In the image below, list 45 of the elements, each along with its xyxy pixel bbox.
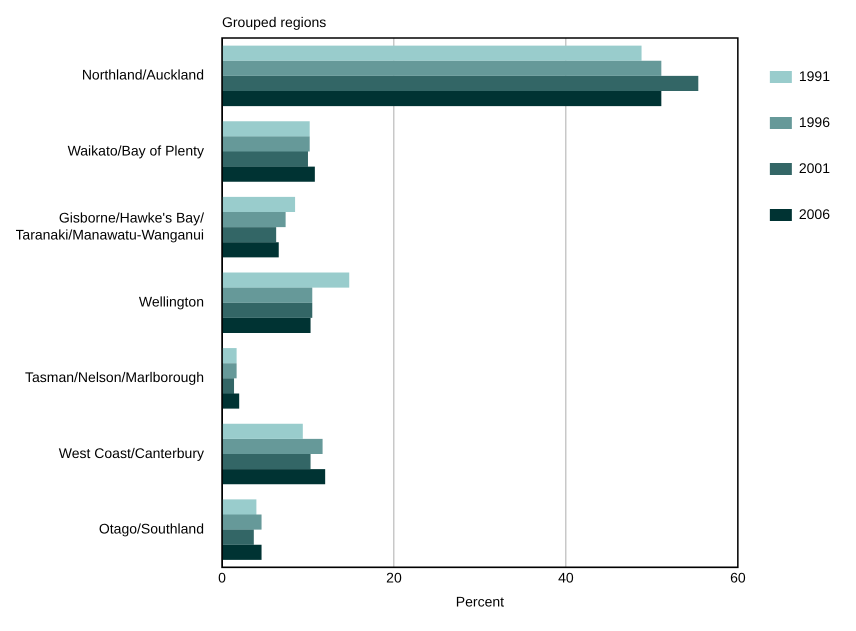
- bar: [222, 288, 312, 303]
- bar: [222, 544, 262, 560]
- bar: [222, 242, 279, 258]
- bar: [222, 438, 323, 454]
- legend-label: 1991: [798, 68, 830, 84]
- bar: [222, 227, 276, 242]
- bar: [222, 76, 698, 91]
- bar: [222, 424, 303, 439]
- y-tick-label: Otago/Southland: [98, 520, 204, 536]
- bar: [222, 60, 662, 76]
- bar: [222, 166, 315, 182]
- bar: [222, 469, 326, 484]
- bar: [222, 121, 310, 136]
- bar: [222, 499, 256, 514]
- y-tick-label: Northland/Auckland: [82, 66, 204, 83]
- y-tick-label: Tasman/Nelson/Marlborough: [25, 369, 204, 386]
- bar: [222, 90, 662, 106]
- bar: [222, 212, 286, 228]
- x-tick-label: 20: [386, 570, 402, 586]
- bar: [222, 363, 237, 378]
- bar: [222, 393, 240, 409]
- chart-title: Grouped regions: [222, 14, 326, 30]
- bar: [222, 272, 350, 288]
- x-tick-label: 40: [558, 570, 574, 586]
- bar: [222, 136, 310, 152]
- bar: [222, 530, 254, 545]
- bar: [222, 151, 308, 167]
- bar: [222, 318, 311, 333]
- x-axis-title: Percent: [456, 593, 504, 610]
- bar: [222, 514, 262, 530]
- legend-label: 2006: [798, 206, 830, 222]
- y-tick-label: Gisborne/Hawke's Bay/ Taranaki/Manawatu-Wanganui: [15, 210, 204, 242]
- y-tick-label: West Coast/Canterbury: [58, 444, 204, 461]
- y-tick-label: Wellington: [138, 294, 204, 310]
- bar: [222, 196, 296, 212]
- legend-label: 1996: [798, 114, 830, 130]
- legend-label: 2001: [798, 160, 830, 176]
- x-tick-label: 60: [730, 570, 746, 586]
- bar: [222, 46, 642, 61]
- bar: [222, 378, 234, 394]
- x-tick-label: 0: [218, 570, 226, 586]
- bar: [222, 348, 237, 364]
- bar: [222, 302, 312, 318]
- y-tick-label: Waikato/Bay of Plenty: [68, 142, 204, 158]
- bar: [222, 454, 311, 470]
